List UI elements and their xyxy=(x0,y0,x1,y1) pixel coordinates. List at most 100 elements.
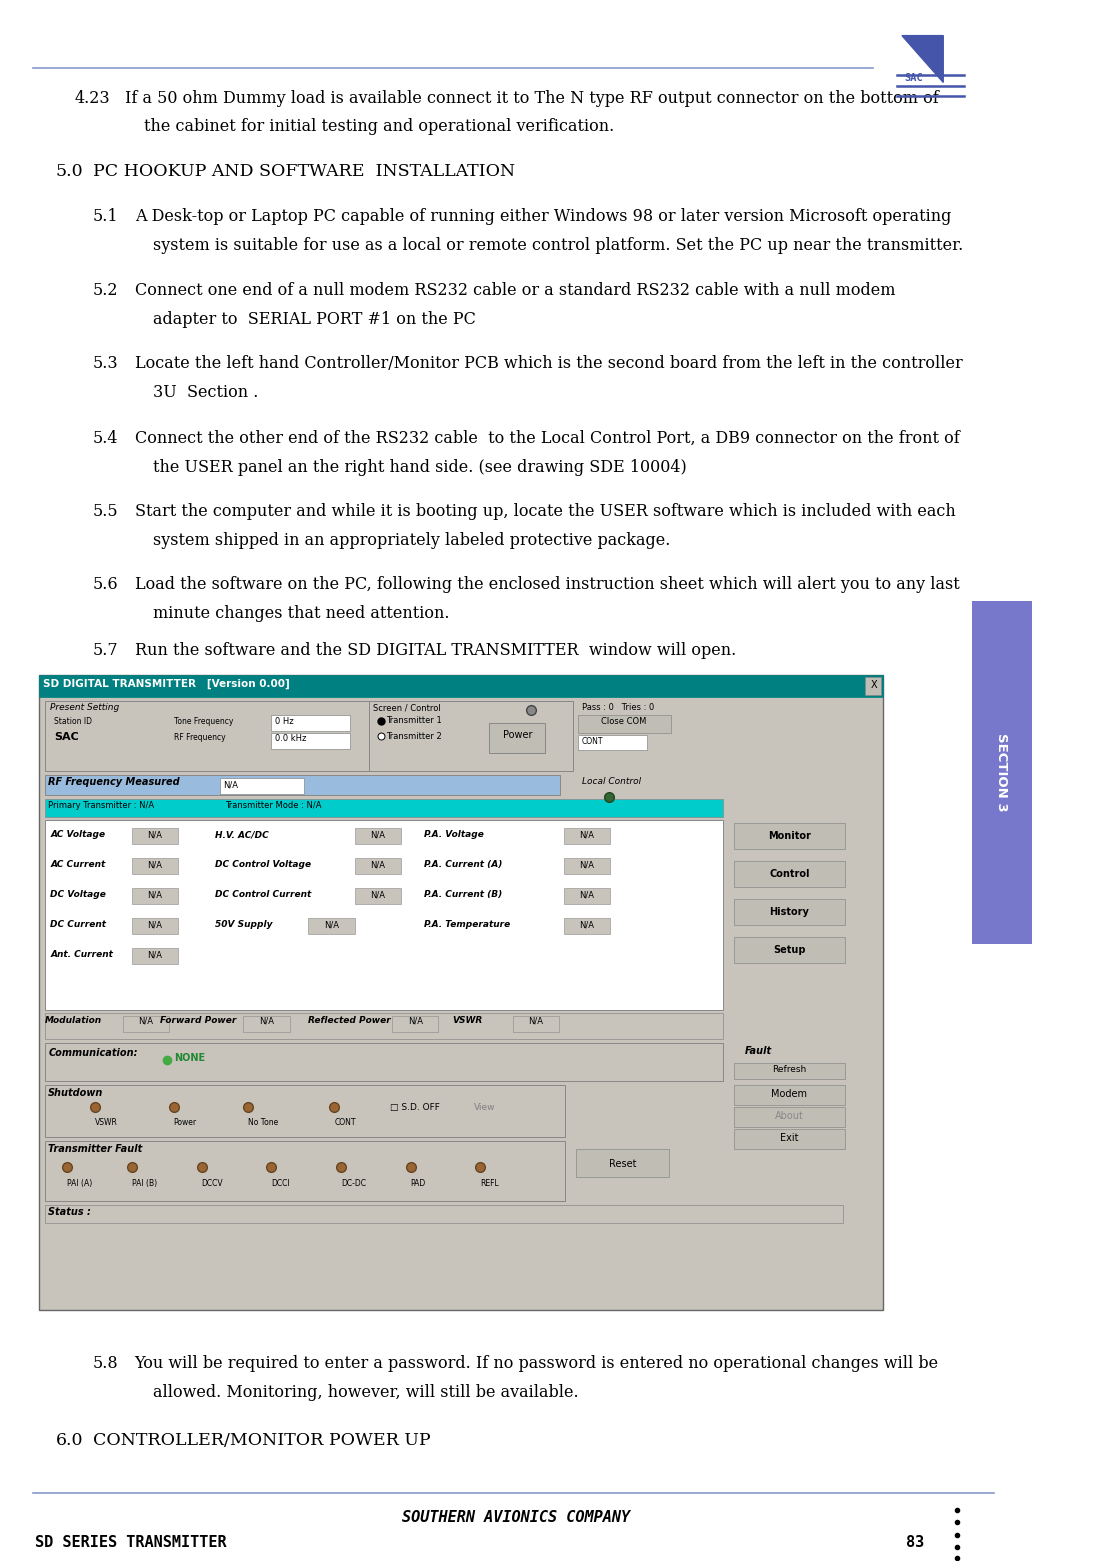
Text: PC HOOKUP AND SOFTWARE  INSTALLATION: PC HOOKUP AND SOFTWARE INSTALLATION xyxy=(93,162,516,180)
Text: Present Setting: Present Setting xyxy=(50,702,119,712)
Bar xyxy=(733,823,845,849)
Text: P.A. Current (B): P.A. Current (B) xyxy=(424,890,502,899)
Bar xyxy=(44,701,560,771)
Text: DCCV: DCCV xyxy=(201,1179,223,1188)
Bar xyxy=(44,1205,843,1222)
Text: system shipped in an appropriately labeled protective package.: system shipped in an appropriately label… xyxy=(153,532,671,549)
Text: Modulation: Modulation xyxy=(44,1016,102,1026)
Text: N/A: N/A xyxy=(148,890,162,899)
Text: DCCI: DCCI xyxy=(271,1179,290,1188)
Text: the USER panel an the right hand side. (see drawing SDE 10004): the USER panel an the right hand side. (… xyxy=(153,459,687,476)
Text: No Tone: No Tone xyxy=(248,1118,278,1127)
Text: Shutdown: Shutdown xyxy=(48,1088,103,1097)
Text: About: About xyxy=(775,1111,804,1121)
Text: 0.0 kHz: 0.0 kHz xyxy=(274,734,307,743)
Bar xyxy=(354,859,401,874)
Text: N/A: N/A xyxy=(580,890,594,899)
Text: Status :: Status : xyxy=(48,1207,91,1218)
Text: Modem: Modem xyxy=(771,1090,808,1099)
Text: N/A: N/A xyxy=(148,830,162,838)
Text: AC Current: AC Current xyxy=(50,860,106,869)
Text: 5.4: 5.4 xyxy=(93,429,119,446)
Bar xyxy=(271,715,350,731)
Text: 5.6: 5.6 xyxy=(93,576,119,593)
Text: N/A: N/A xyxy=(580,919,594,929)
Text: If a 50 ohm Dummy load is available connect it to The N type RF output connector: If a 50 ohm Dummy load is available conn… xyxy=(126,91,939,108)
Text: P.A. Voltage: P.A. Voltage xyxy=(424,830,484,838)
Bar xyxy=(733,1107,845,1127)
Text: DC Voltage: DC Voltage xyxy=(50,890,106,899)
Text: □ S.D. OFF: □ S.D. OFF xyxy=(390,1104,440,1111)
Bar xyxy=(864,677,881,695)
Text: CONT: CONT xyxy=(581,737,603,746)
Text: Transmitter 1: Transmitter 1 xyxy=(387,716,442,724)
Text: 5.7: 5.7 xyxy=(93,642,119,659)
Text: View: View xyxy=(473,1104,496,1111)
Text: Communication:: Communication: xyxy=(48,1047,138,1058)
Text: 6.0: 6.0 xyxy=(56,1431,83,1449)
Text: SD DIGITAL TRANSMITTER   [Version 0.00]: SD DIGITAL TRANSMITTER [Version 0.00] xyxy=(42,679,290,690)
Bar xyxy=(44,799,722,816)
Text: Close COM: Close COM xyxy=(601,716,647,726)
Text: VSWR: VSWR xyxy=(94,1118,118,1127)
Text: Connect one end of a null modem RS232 cable or a standard RS232 cable with a nul: Connect one end of a null modem RS232 ca… xyxy=(134,283,895,300)
Bar xyxy=(578,715,671,734)
Text: Power: Power xyxy=(173,1118,197,1127)
Bar xyxy=(563,827,610,845)
Bar xyxy=(354,888,401,904)
Bar xyxy=(563,918,610,933)
Bar xyxy=(490,723,546,752)
Text: allowed. Monitoring, however, will still be available.: allowed. Monitoring, however, will still… xyxy=(153,1385,579,1402)
Text: Screen / Control: Screen / Control xyxy=(373,702,441,712)
Text: RF Frequency: RF Frequency xyxy=(173,734,226,741)
Bar xyxy=(132,859,179,874)
Bar xyxy=(563,859,610,874)
Text: Exit: Exit xyxy=(780,1133,799,1143)
Text: N/A: N/A xyxy=(259,1018,274,1026)
Text: N/A: N/A xyxy=(324,919,339,929)
Text: the cabinet for initial testing and operational verification.: the cabinet for initial testing and oper… xyxy=(144,119,614,134)
Text: DC Control Current: DC Control Current xyxy=(216,890,312,899)
Bar xyxy=(972,601,1032,944)
Text: Primary Transmitter : N/A: Primary Transmitter : N/A xyxy=(48,801,154,810)
Text: DC-DC: DC-DC xyxy=(341,1179,366,1188)
Text: 3U  Section .: 3U Section . xyxy=(153,384,259,401)
Text: 5.1: 5.1 xyxy=(93,208,119,225)
Text: N/A: N/A xyxy=(408,1018,422,1026)
Text: P.A. Current (A): P.A. Current (A) xyxy=(424,860,503,869)
Text: Connect the other end of the RS232 cable  to the Local Control Port, a DB9 conne: Connect the other end of the RS232 cable… xyxy=(134,429,960,446)
Text: A Desk-top or Laptop PC capable of running either Windows 98 or later version Mi: A Desk-top or Laptop PC capable of runni… xyxy=(134,208,951,225)
Bar xyxy=(512,1016,559,1032)
Text: N/A: N/A xyxy=(139,1018,153,1026)
Text: Setup: Setup xyxy=(773,944,805,955)
Bar xyxy=(733,1085,845,1105)
Text: Station ID: Station ID xyxy=(53,716,92,726)
Text: Control: Control xyxy=(769,869,810,879)
Bar xyxy=(44,1141,564,1200)
Bar xyxy=(44,774,560,795)
Text: CONT: CONT xyxy=(334,1118,356,1127)
Text: PAI (A): PAI (A) xyxy=(67,1179,92,1188)
Text: Fault: Fault xyxy=(744,1046,772,1055)
Text: 5.2: 5.2 xyxy=(93,283,119,300)
Text: AC Voltage: AC Voltage xyxy=(50,830,106,838)
Bar xyxy=(733,1063,845,1079)
Bar xyxy=(271,734,350,749)
Bar xyxy=(44,1013,722,1040)
Text: RF Frequency Measured: RF Frequency Measured xyxy=(48,777,180,787)
Bar xyxy=(132,948,179,965)
Text: VSWR: VSWR xyxy=(452,1016,482,1026)
Text: 83: 83 xyxy=(905,1534,924,1550)
Bar xyxy=(354,827,401,845)
Bar xyxy=(563,888,610,904)
Text: Run the software and the SD DIGITAL TRANSMITTER  window will open.: Run the software and the SD DIGITAL TRAN… xyxy=(134,642,735,659)
Text: SECTION 3: SECTION 3 xyxy=(995,734,1009,812)
Text: CONTROLLER/MONITOR POWER UP: CONTROLLER/MONITOR POWER UP xyxy=(93,1431,430,1449)
Text: Transmitter Fault: Transmitter Fault xyxy=(48,1144,142,1154)
Text: Transmitter Mode : N/A: Transmitter Mode : N/A xyxy=(224,801,321,810)
Bar xyxy=(369,701,573,771)
Text: DC Control Voltage: DC Control Voltage xyxy=(216,860,311,869)
Text: adapter to  SERIAL PORT #1 on the PC: adapter to SERIAL PORT #1 on the PC xyxy=(153,311,477,328)
Text: SAC: SAC xyxy=(904,73,923,83)
Text: Transmitter 2: Transmitter 2 xyxy=(387,732,442,741)
